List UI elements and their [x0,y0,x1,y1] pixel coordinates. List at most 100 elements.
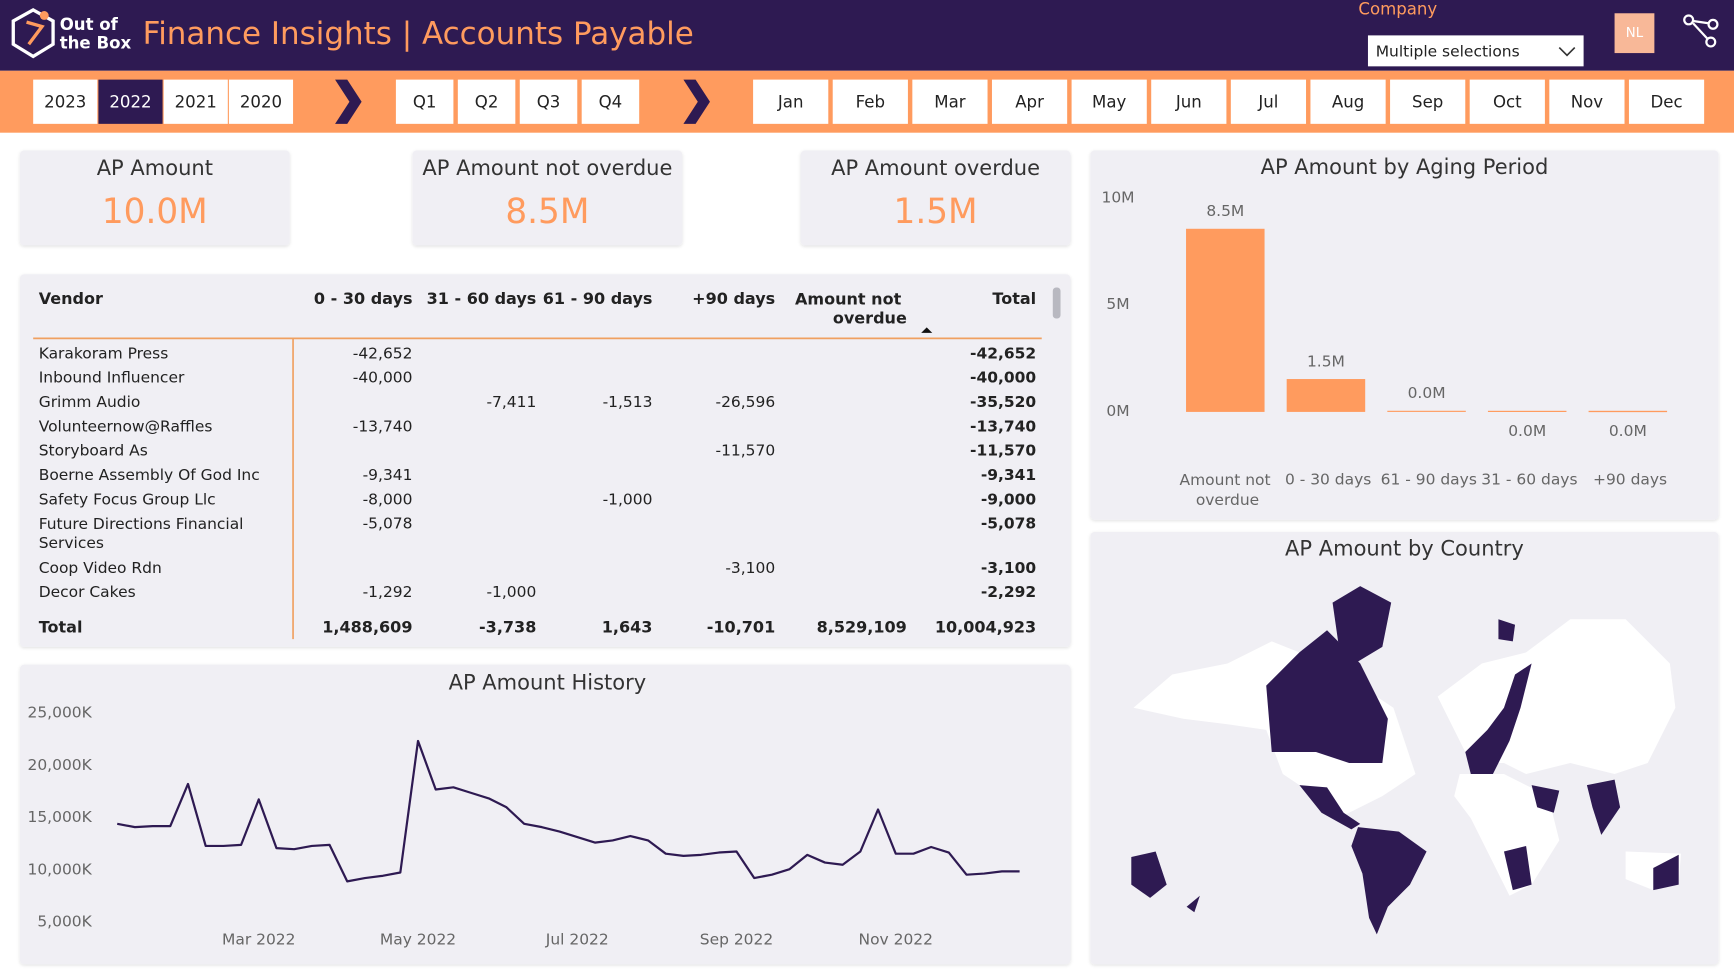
total-cell: 10,004,923 [935,618,1036,637]
filter-button[interactable] [832,79,908,124]
column-header: 0 - 30 days [314,289,413,308]
logo-text: the Box [60,34,132,53]
filter-label[interactable]: 2020 [240,92,282,111]
filter-button[interactable] [912,79,988,124]
bar [1286,379,1366,412]
cell: -13,740 [353,417,413,435]
user-initials[interactable]: NL [1626,26,1644,41]
share-icon[interactable] [1683,14,1719,48]
filter-label[interactable]: Apr [1015,92,1044,111]
filter-button[interactable] [1151,79,1227,124]
filter-label[interactable]: Feb [856,92,885,111]
dropdown-value[interactable]: Multiple selections [1376,42,1520,60]
dropdown-chevron[interactable] [1558,46,1576,57]
kpi-card [800,150,1071,246]
y-tick-label: 5,000K [37,913,92,931]
cell: -2,292 [981,583,1036,601]
filter-label[interactable]: Q3 [537,92,561,111]
x-tick-label: Sep 2022 [700,930,773,948]
history-card [19,664,1071,965]
chart-title: AP Amount by Country [1285,536,1524,561]
filter-label[interactable]: Q2 [475,92,499,111]
x-tick-label: Mar 2022 [222,930,295,948]
vendor-cell: Karakoram Press [39,344,169,362]
cell: -1,513 [603,393,653,411]
dropdown-box[interactable] [1367,35,1584,67]
y-tick-label: 10,000K [28,860,93,878]
kpi-card [412,150,683,246]
y-tick-label: 25,000K [28,704,93,722]
cell: -7,411 [486,393,536,411]
filter-button[interactable] [1628,79,1705,124]
history-line [117,739,1020,883]
sort-indicator[interactable] [921,327,933,333]
filter-button[interactable] [581,79,640,124]
chart-title: AP Amount History [449,669,647,694]
filter-button[interactable] [519,79,578,124]
filter-button[interactable] [1310,79,1386,124]
cell: -3,100 [725,559,775,577]
filter-button[interactable] [163,79,228,124]
page-title: Finance Insights | Accounts Payable [143,16,694,52]
cell: -35,520 [970,393,1036,411]
filter-button[interactable] [457,79,516,124]
filter-button[interactable] [1230,79,1307,124]
chart-title: AP Amount by Aging Period [1261,154,1549,179]
filter-label[interactable]: Jun [1175,92,1202,111]
filter-label[interactable]: Q4 [599,92,623,111]
filter-label[interactable]: Aug [1332,92,1364,111]
kpi-card [19,150,290,246]
column-header: Total [992,289,1036,308]
filter-button[interactable] [395,79,454,124]
total-cell: 1,488,609 [322,618,412,637]
vendor-cell: Boerne Assembly Of God Inc [39,466,260,484]
filter-label[interactable]: Mar [934,92,965,111]
filter-button[interactable] [1469,79,1545,124]
filter-button[interactable] [1071,79,1147,124]
cell: -42,652 [353,344,413,362]
x-tick-label: May 2022 [380,930,456,948]
y-tick-label: 15,000K [28,808,93,826]
data-label: 0.0M [1609,422,1647,440]
filter-label[interactable]: Sep [1412,92,1443,111]
filter-button[interactable] [228,79,294,124]
vendor-cell: Future Directions Financial Services [39,515,249,552]
filter-button[interactable] [1390,79,1466,124]
filter-label[interactable]: 2022 [109,92,151,111]
filter-label[interactable]: Nov [1571,92,1604,111]
filter-label[interactable]: May [1092,92,1126,111]
filter-button[interactable] [98,79,163,124]
scrollbar[interactable] [1052,287,1061,319]
data-label: 1.5M [1307,352,1345,370]
kpi-label: AP Amount [97,155,213,180]
table-card [19,274,1071,647]
filter-label[interactable]: 2021 [175,92,217,111]
filter-button[interactable] [33,79,98,124]
company-dropdown[interactable]: Multiple selections [1367,35,1584,67]
x-tick-label: Amount not overdue [1180,470,1276,508]
filter-label[interactable]: Q1 [413,92,437,111]
filter-label[interactable]: Jul [1257,92,1278,111]
data-label: 0.0M [1508,422,1546,440]
cell: -9,341 [363,466,413,484]
filter-button[interactable] [753,79,829,124]
total-cell: -10,701 [707,618,775,637]
filter-button[interactable] [991,79,1068,124]
filter-button[interactable] [1549,79,1625,124]
kpi-value: 10.0M [102,192,208,232]
filters: 2023 2022 2021 2020 Q1 Q2 Q3 Q4 Jan Feb Mar Apr May J… [33,79,1705,124]
vendor-cell: Decor Cakes [39,583,136,601]
column-header: +90 days [692,289,775,308]
filter-label[interactable]: Dec [1650,92,1682,111]
y-tick-label: 5M [1106,295,1129,313]
user-badge[interactable] [1614,13,1655,54]
column-header: Amount not overdue [795,289,907,327]
content: AP Amount 10.0M AP Amount not overdue 8.5M A… [28,154,1668,948]
total-cell: Total [39,618,83,637]
filter-label[interactable]: Oct [1493,92,1522,111]
x-tick-label: 31 - 60 days [1481,470,1577,488]
filter-label[interactable]: 2023 [44,92,86,111]
filter-label[interactable]: Jan [777,92,804,111]
